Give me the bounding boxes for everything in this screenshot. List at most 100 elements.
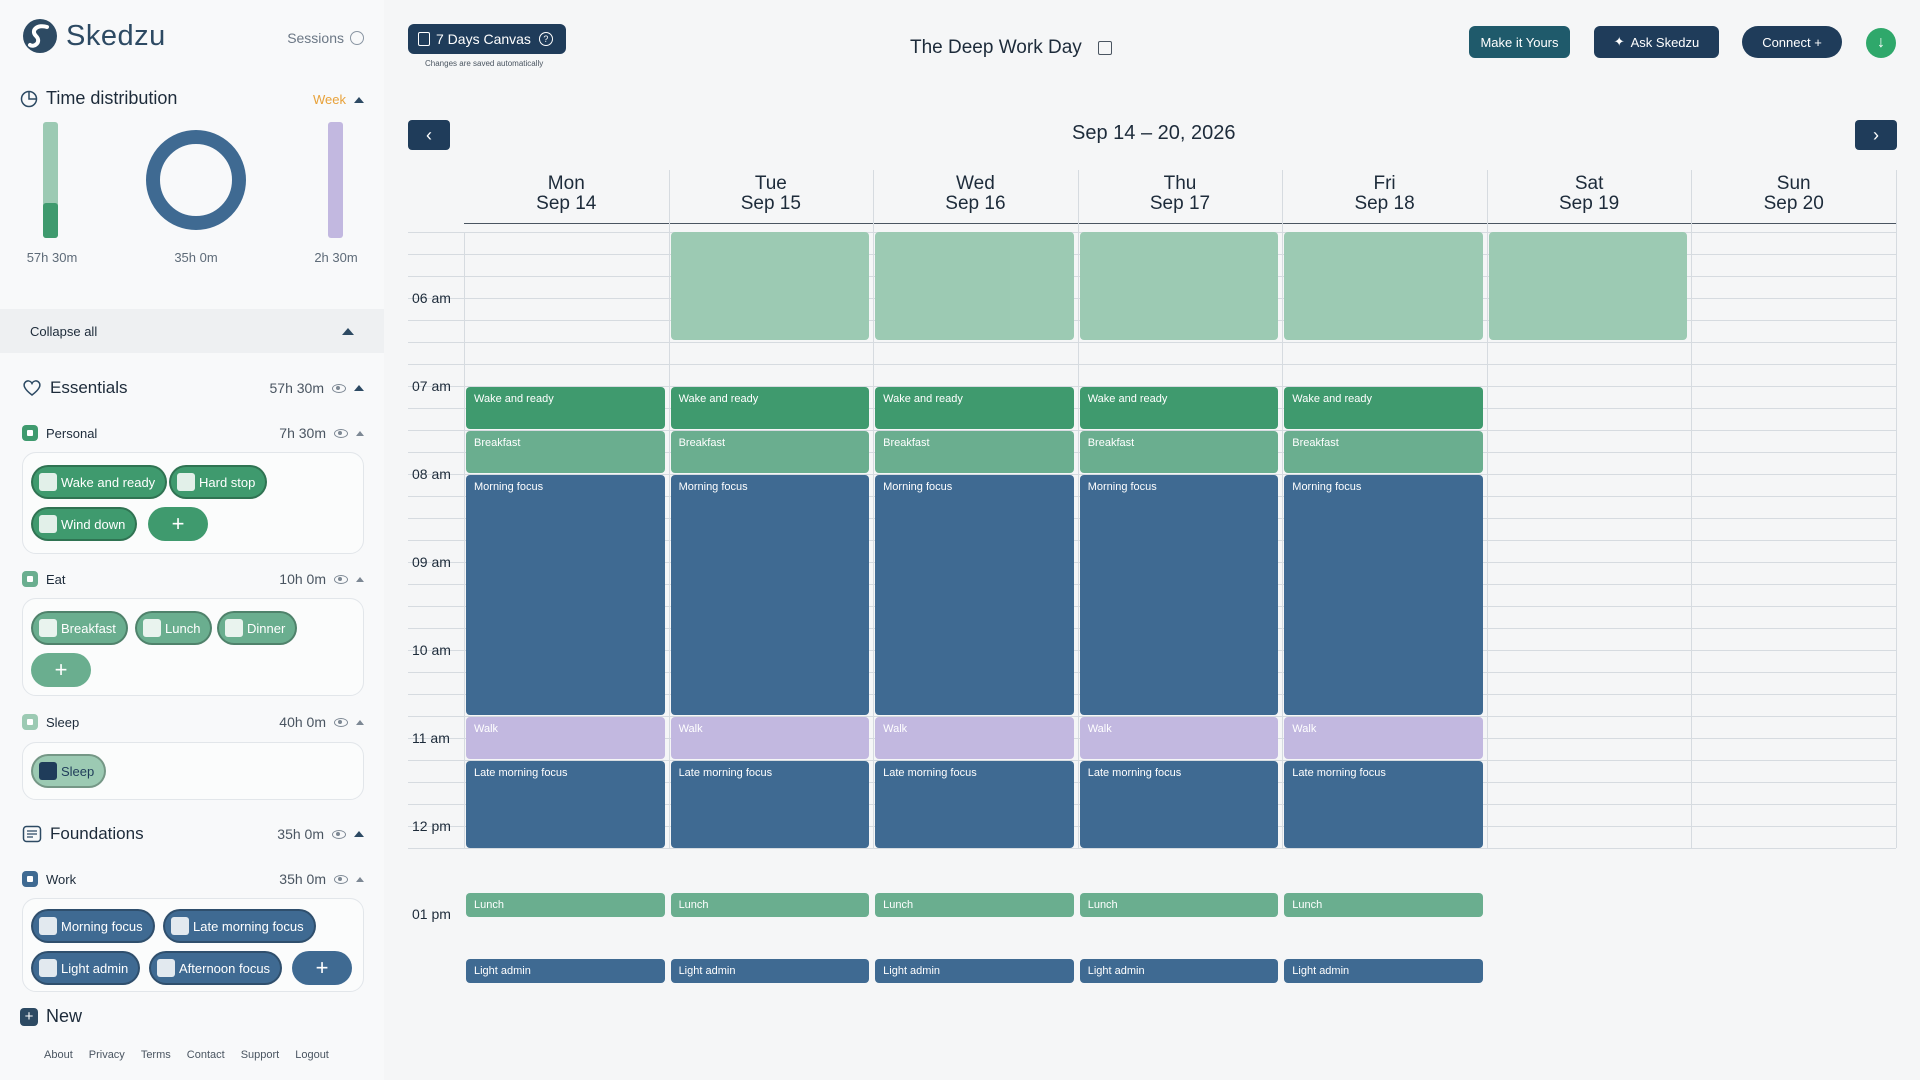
day-header-wed[interactable]: Wed Sep 16 <box>873 170 1078 224</box>
event-walk[interactable]: Walk <box>1079 717 1279 759</box>
day-header-sat[interactable]: Sat Sep 19 <box>1487 170 1692 224</box>
add-personal-button[interactable]: + <box>148 507 208 541</box>
event-walk[interactable]: Walk <box>670 717 870 759</box>
event-late-morning-focus[interactable]: Late morning focus <box>1079 761 1279 848</box>
event-sleep-tue[interactable] <box>670 232 870 340</box>
category-work[interactable]: Work 35h 0m <box>22 871 364 887</box>
caret-up-icon[interactable] <box>356 876 364 882</box>
chip-hard-stop[interactable]: Hard stop <box>169 465 268 499</box>
eye-icon[interactable] <box>334 717 348 727</box>
add-work-button[interactable]: + <box>292 951 352 985</box>
connect-button[interactable]: Connect + <box>1742 26 1842 58</box>
event-lunch[interactable]: Lunch <box>670 893 870 917</box>
event-breakfast[interactable]: Breakfast <box>466 431 665 473</box>
category-sleep[interactable]: Sleep 40h 0m <box>22 714 364 730</box>
event-morning-focus[interactable]: Morning focus <box>1284 475 1483 715</box>
ask-skedzu-button[interactable]: ✦ Ask Skedzu <box>1594 26 1719 58</box>
event-lunch[interactable]: Lunch <box>875 893 1074 917</box>
event-light-admin[interactable]: Light admin <box>466 959 665 983</box>
chip-lunch[interactable]: Lunch <box>135 611 213 645</box>
event-lunch[interactable]: Lunch <box>466 893 665 917</box>
footer-link-privacy[interactable]: Privacy <box>88 1049 125 1061</box>
eye-icon[interactable] <box>334 428 348 438</box>
footer-link-support[interactable]: Support <box>240 1049 280 1061</box>
edit-icon[interactable] <box>1097 41 1112 55</box>
category-personal[interactable]: Personal 7h 30m <box>22 425 364 441</box>
footer-link-about[interactable]: About <box>44 1049 73 1061</box>
chip-wake-and-ready[interactable]: Wake and ready <box>31 465 168 499</box>
event-late-morning-focus[interactable]: Late morning focus <box>875 761 1074 848</box>
day-header-thu[interactable]: Thu Sep 17 <box>1078 170 1283 224</box>
download-button[interactable]: ↓ <box>1866 28 1896 58</box>
chip-morning-focus[interactable]: Morning focus <box>31 909 155 943</box>
day-header-mon[interactable]: Mon Sep 14 <box>464 170 669 224</box>
event-walk[interactable]: Walk <box>466 717 665 759</box>
event-morning-focus[interactable]: Morning focus <box>466 475 665 715</box>
event-breakfast[interactable]: Breakfast <box>1079 431 1279 473</box>
eye-icon[interactable] <box>332 383 346 393</box>
event-late-morning-focus[interactable]: Late morning focus <box>466 761 665 848</box>
event-light-admin[interactable]: Light admin <box>875 959 1074 983</box>
caret-up-icon[interactable] <box>356 719 364 725</box>
eye-icon[interactable] <box>334 574 348 584</box>
chip-wind-down[interactable]: Wind down <box>31 507 138 541</box>
add-eat-button[interactable]: + <box>31 653 91 687</box>
chip-breakfast[interactable]: Breakfast <box>31 611 128 645</box>
event-light-admin[interactable]: Light admin <box>1079 959 1279 983</box>
event-late-morning-focus[interactable]: Late morning focus <box>670 761 870 848</box>
event-title: Lunch <box>678 899 709 911</box>
event-breakfast[interactable]: Breakfast <box>875 431 1074 473</box>
event-walk[interactable]: Walk <box>875 717 1074 759</box>
event-light-admin[interactable]: Light admin <box>1284 959 1483 983</box>
event-morning-focus[interactable]: Morning focus <box>1079 475 1279 715</box>
make-it-yours-button[interactable]: Make it Yours <box>1469 26 1570 58</box>
event-morning-focus[interactable]: Morning focus <box>670 475 870 715</box>
event-lunch[interactable]: Lunch <box>1284 893 1483 917</box>
event-sleep-wed[interactable] <box>875 232 1074 340</box>
event-breakfast[interactable]: Breakfast <box>1284 431 1483 473</box>
chip-sleep[interactable]: Sleep <box>31 754 107 788</box>
event-wake-and-ready[interactable]: Wake and ready <box>670 387 870 429</box>
eye-icon[interactable] <box>334 874 348 884</box>
event-sleep-fri[interactable] <box>1284 232 1483 340</box>
group-essentials[interactable]: Essentials 57h 30m <box>22 378 364 398</box>
collapse-all-button[interactable]: Collapse all <box>0 309 384 353</box>
event-lunch[interactable]: Lunch <box>1079 893 1279 917</box>
prev-week-button[interactable]: ‹ <box>408 120 450 150</box>
caret-up-icon[interactable] <box>356 430 364 436</box>
event-sleep-sat[interactable] <box>1488 232 1688 340</box>
chip-afternoon-focus[interactable]: Afternoon focus <box>149 951 283 985</box>
event-breakfast[interactable]: Breakfast <box>670 431 870 473</box>
group-foundations[interactable]: Foundations 35h 0m <box>22 824 364 844</box>
event-wake-and-ready[interactable]: Wake and ready <box>875 387 1074 429</box>
next-week-button[interactable]: › <box>1855 120 1897 150</box>
caret-up-icon[interactable] <box>354 831 364 837</box>
logo[interactable]: Skedzu <box>22 18 166 54</box>
event-wake-and-ready[interactable]: Wake and ready <box>466 387 665 429</box>
event-morning-focus[interactable]: Morning focus <box>875 475 1074 715</box>
period-selector[interactable]: Week <box>313 92 364 107</box>
canvas-mode-button[interactable]: 7 Days Canvas ? <box>408 24 566 54</box>
day-header-tue[interactable]: Tue Sep 15 <box>669 170 874 224</box>
chip-light-admin[interactable]: Light admin <box>31 951 141 985</box>
caret-up-icon[interactable] <box>354 385 364 391</box>
day-header-sun[interactable]: Sun Sep 20 <box>1691 170 1896 224</box>
help-icon[interactable]: ? <box>538 32 553 46</box>
event-walk[interactable]: Walk <box>1284 717 1483 759</box>
event-late-morning-focus[interactable]: Late morning focus <box>1284 761 1483 848</box>
event-wake-and-ready[interactable]: Wake and ready <box>1079 387 1279 429</box>
footer-link-logout[interactable]: Logout <box>295 1049 329 1061</box>
footer-link-terms[interactable]: Terms <box>140 1049 171 1061</box>
event-light-admin[interactable]: Light admin <box>670 959 870 983</box>
eye-icon[interactable] <box>332 829 346 839</box>
sessions-link[interactable]: Sessions <box>287 30 364 46</box>
chip-dinner[interactable]: Dinner <box>217 611 298 645</box>
chip-late-morning-focus[interactable]: Late morning focus <box>163 909 316 943</box>
event-sleep-thu[interactable] <box>1079 232 1279 340</box>
new-button[interactable]: + New <box>20 1006 82 1027</box>
event-wake-and-ready[interactable]: Wake and ready <box>1284 387 1483 429</box>
caret-up-icon[interactable] <box>356 576 364 582</box>
category-eat[interactable]: Eat 10h 0m <box>22 571 364 587</box>
day-header-fri[interactable]: Fri Sep 18 <box>1282 170 1487 224</box>
footer-link-contact[interactable]: Contact <box>186 1049 225 1061</box>
